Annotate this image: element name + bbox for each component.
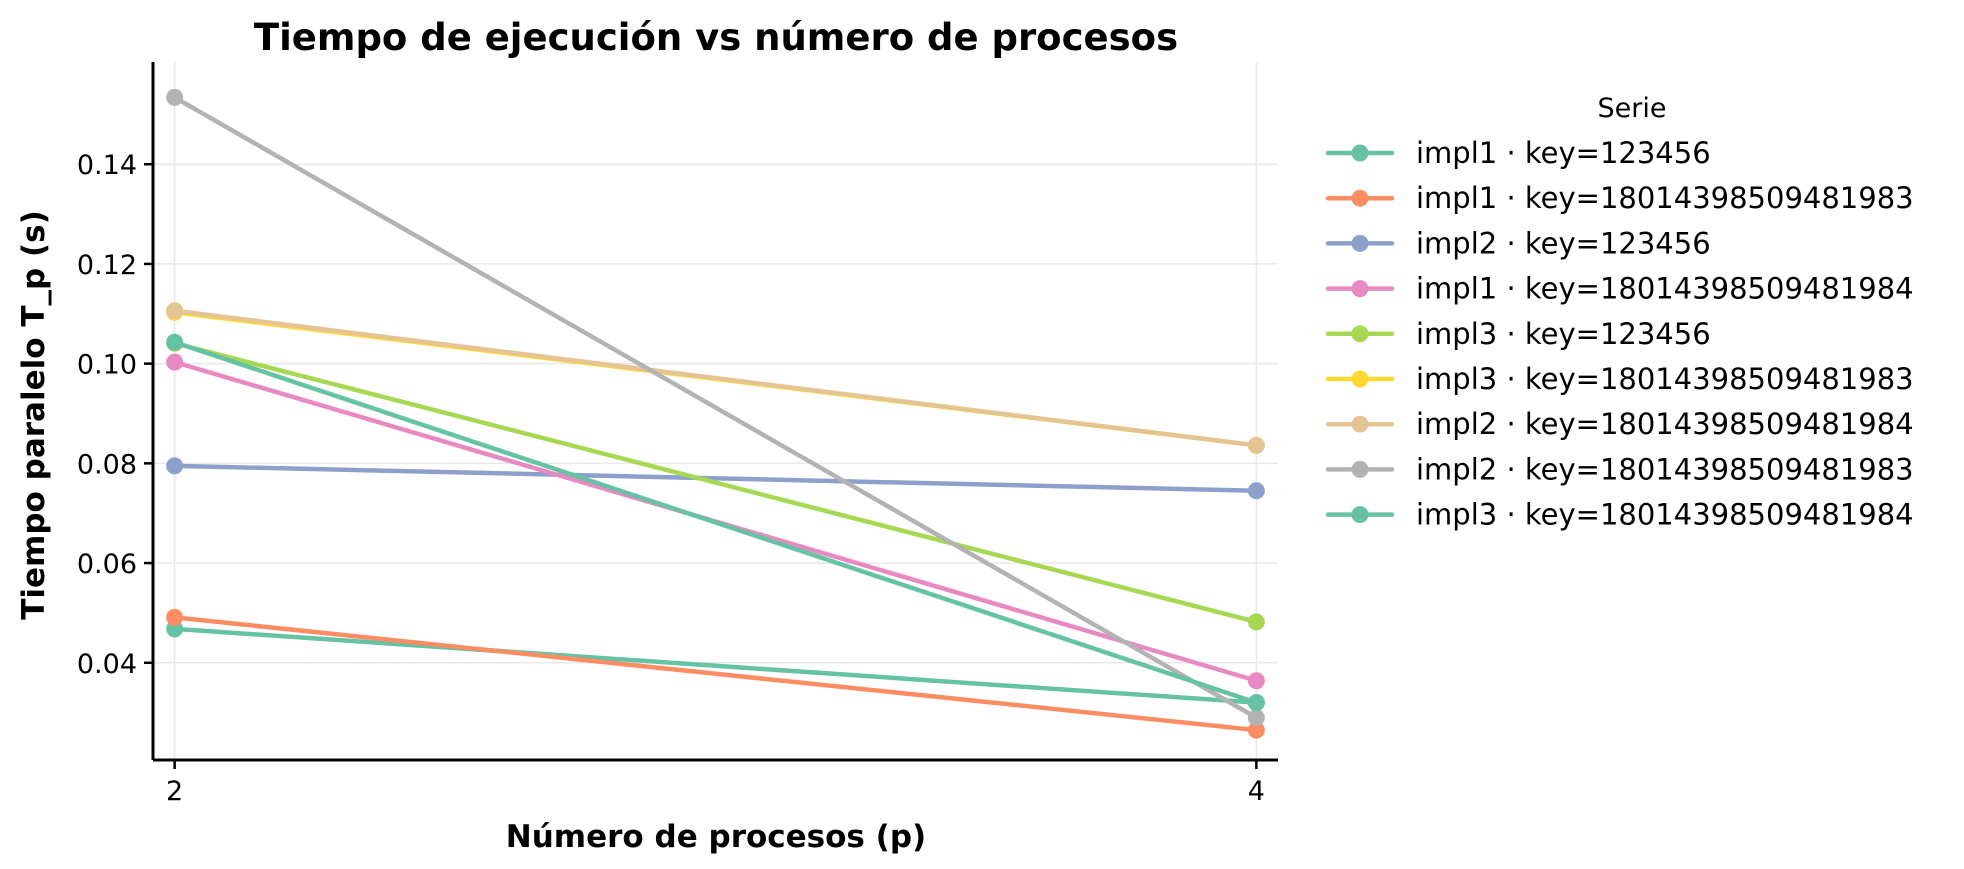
y-tick-label: 0.06 — [77, 549, 137, 580]
legend-title: Serie — [1598, 93, 1667, 124]
data-point — [166, 333, 184, 351]
data-point — [166, 608, 184, 626]
series-2 — [166, 608, 1265, 739]
legend-label: impl3 · key=18014398509481983 — [1416, 362, 1914, 396]
y-tick-label: 0.12 — [77, 250, 137, 281]
series-line — [172, 463, 1259, 494]
legend-swatch-marker — [1351, 234, 1369, 252]
data-point — [1247, 694, 1265, 712]
series-3 — [166, 457, 1265, 500]
series-7 — [166, 302, 1265, 454]
legend-swatch-marker — [1351, 460, 1369, 478]
legend-label: impl1 · key=123456 — [1416, 136, 1711, 170]
legend-swatch-marker — [1351, 370, 1369, 388]
data-point — [166, 88, 184, 106]
legend-label: impl3 · key=123456 — [1416, 317, 1711, 351]
legend-item: impl1 · key=18014398509481983 — [1325, 181, 1914, 215]
legend-item: impl2 · key=123456 — [1325, 226, 1711, 260]
legend-item: impl1 · key=123456 — [1325, 136, 1711, 170]
data-point — [1247, 482, 1265, 500]
y-tick-label: 0.10 — [77, 350, 137, 381]
series-9 — [166, 333, 1265, 712]
legend-swatch-marker — [1351, 144, 1369, 162]
x-axis-label: Número de procesos (p) — [506, 819, 926, 855]
series-line — [172, 339, 1259, 705]
data-point — [166, 353, 184, 371]
legend: Serie impl1 · key=123456 impl1 · key=1801… — [1325, 93, 1914, 532]
data-point — [1247, 672, 1265, 690]
legend-label: impl2 · key=123456 — [1416, 226, 1711, 260]
y-axis-label: Tiempo paralelo T_p (s) — [16, 210, 52, 619]
grid — [153, 62, 1278, 760]
legend-label: impl3 · key=18014398509481984 — [1416, 498, 1914, 532]
legend-item: impl3 · key=18014398509481983 — [1325, 362, 1914, 396]
series-line — [172, 340, 1259, 625]
series-line — [172, 626, 1259, 705]
legend-label: impl1 · key=18014398509481984 — [1416, 272, 1914, 306]
y-tick-label: 0.08 — [77, 449, 137, 480]
series-8 — [166, 88, 1265, 727]
x-tick-label: 4 — [1248, 776, 1265, 807]
series-line — [172, 308, 1259, 448]
legend-item: impl2 · key=18014398509481983 — [1325, 452, 1914, 486]
data-point — [1247, 709, 1265, 727]
legend-item: impl3 · key=123456 — [1325, 317, 1711, 351]
data-point — [166, 302, 184, 320]
data-point — [1247, 613, 1265, 631]
legend-swatch-marker — [1351, 506, 1369, 524]
data-point — [1247, 721, 1265, 739]
x-tick-label: 2 — [166, 776, 183, 807]
series-line — [172, 615, 1259, 733]
legend-label: impl2 · key=18014398509481983 — [1416, 452, 1914, 486]
legend-item: impl2 · key=18014398509481984 — [1325, 407, 1914, 441]
legend-swatch-marker — [1351, 280, 1369, 298]
legend-swatch-marker — [1351, 415, 1369, 433]
data-point — [166, 457, 184, 475]
legend-item: impl1 · key=18014398509481984 — [1325, 272, 1914, 306]
legend-items: impl1 · key=123456 impl1 · key=1801439850… — [1325, 136, 1914, 532]
legend-swatch-marker — [1351, 189, 1369, 207]
series-line — [172, 95, 1259, 720]
ticks: 0.04 0.06 0.08 0.10 0.12 0.14 2 4 — [77, 150, 1265, 807]
axes — [151, 62, 1278, 762]
series-layer — [166, 88, 1265, 739]
y-tick-label: 0.04 — [77, 649, 137, 680]
data-point — [1247, 436, 1265, 454]
legend-item: impl3 · key=18014398509481984 — [1325, 498, 1914, 532]
legend-swatch-marker — [1351, 325, 1369, 343]
legend-label: impl2 · key=18014398509481984 — [1416, 407, 1914, 441]
legend-label: impl1 · key=18014398509481983 — [1416, 181, 1914, 215]
chart-title: Tiempo de ejecución vs número de proceso… — [254, 16, 1178, 59]
y-tick-label: 0.14 — [77, 150, 137, 181]
